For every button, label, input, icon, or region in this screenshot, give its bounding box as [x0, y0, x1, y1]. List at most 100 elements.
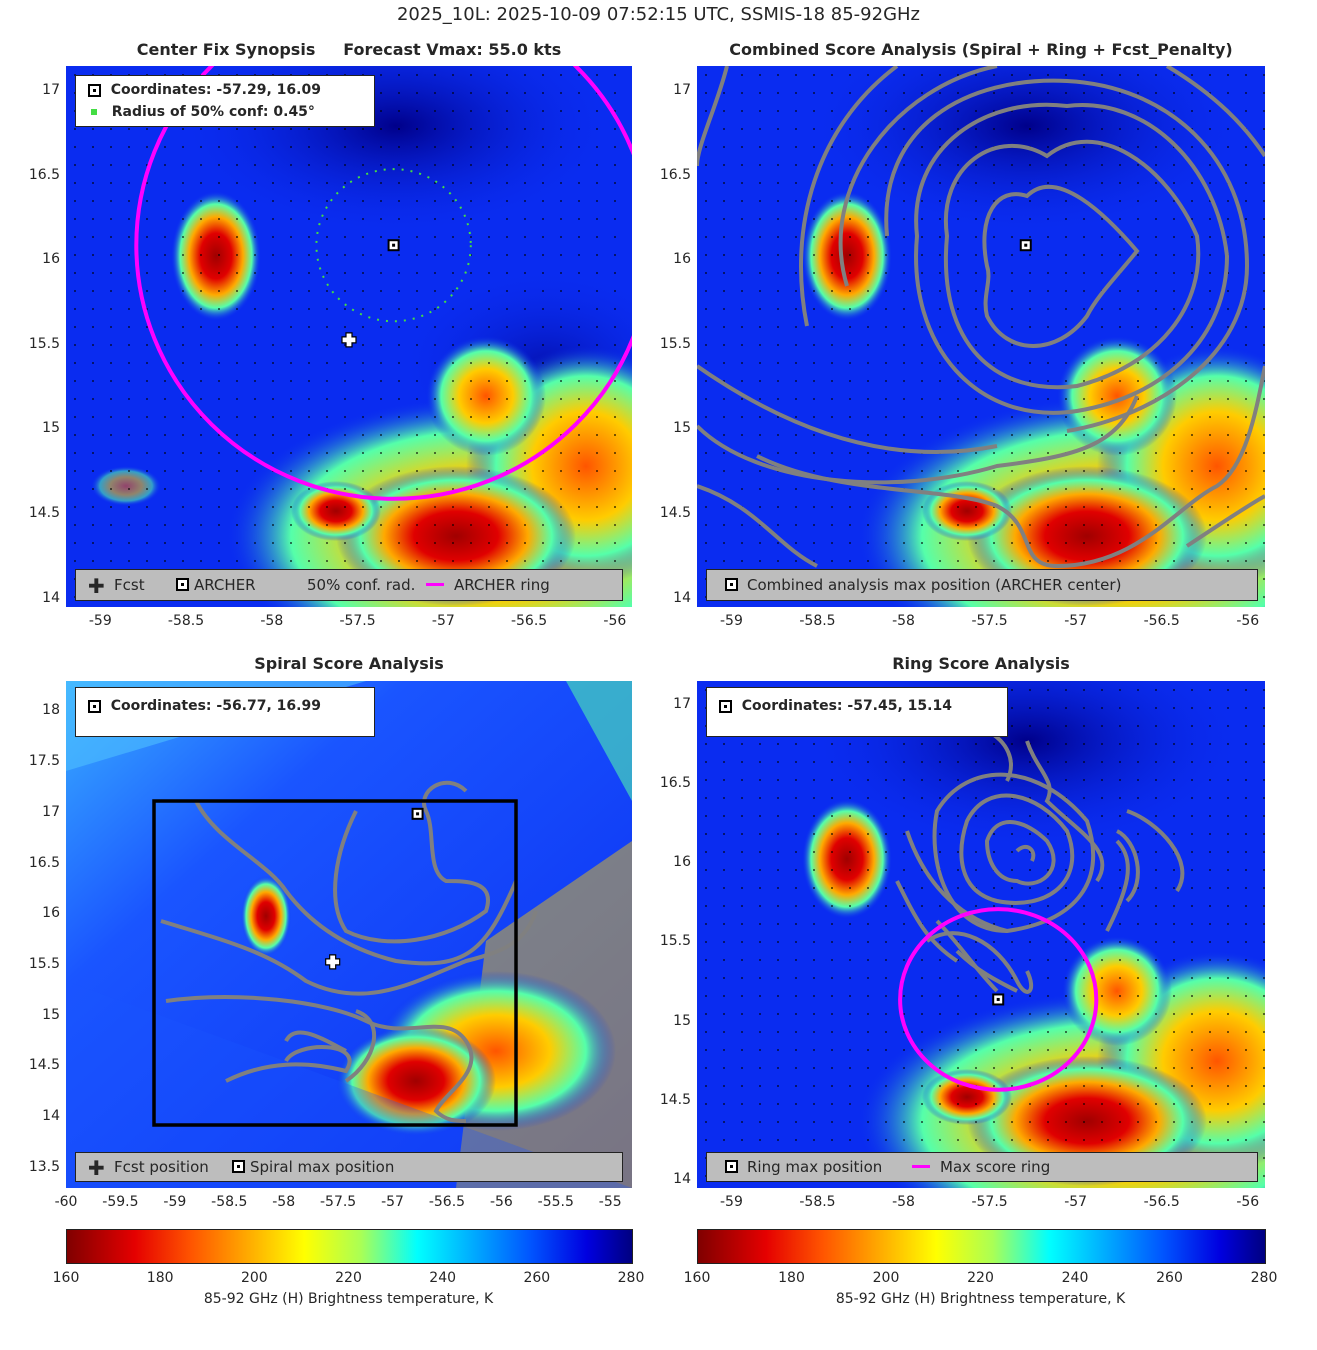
x-tick-label: -56.5 — [1143, 1194, 1180, 1210]
legend: Combined analysis max position (ARCHER c… — [706, 569, 1258, 601]
fcst-cross-icon: ✚ — [88, 574, 105, 598]
x-tick-label: -57 — [1064, 1194, 1088, 1210]
colorbar-tick-label: 220 — [335, 1270, 362, 1286]
archer-marker-icon — [176, 578, 189, 591]
x-tick-label: -56 — [603, 613, 627, 629]
y-tick-label: 16 — [42, 905, 60, 922]
x-tick-label: -56.5 — [510, 613, 548, 629]
coordinates-text: Coordinates: -56.77, 16.99 — [110, 698, 321, 714]
figure-title: 2025_10L: 2025-10-09 07:52:15 UTC, SSMIS… — [396, 4, 921, 25]
y-tick-label: 14.5 — [28, 1057, 60, 1074]
y-tick-label: 16 — [673, 251, 691, 268]
x-tick-label: -58.5 — [799, 613, 836, 629]
conf-radius-circle — [315, 168, 472, 323]
colorbar-tick-label: 240 — [429, 1270, 457, 1286]
x-tick-label: -56 — [489, 1194, 513, 1210]
panel1-title: Center Fix Synopsis Forecast Vmax: 55.0 … — [136, 40, 562, 59]
y-tick-label: 15.5 — [659, 335, 691, 352]
legend-fcst-position: Fcst position — [114, 1158, 209, 1176]
legend-archer-ring: ARCHER ring — [454, 576, 550, 594]
ring-line-icon — [426, 583, 444, 586]
y-tick-label: 17 — [42, 82, 60, 99]
legend: ✚ Fcst ARCHER 50% conf. rad. ARCHER ring — [75, 569, 623, 601]
ring-marker-icon — [725, 1160, 738, 1173]
y-tick-label: 14.5 — [659, 1091, 691, 1108]
y-tick-label: 16.5 — [659, 774, 691, 791]
y-tick-label: 15.5 — [28, 955, 60, 972]
colorbar-tick-label: 200 — [872, 1270, 900, 1286]
panel3-title: Spiral Score Analysis — [254, 654, 444, 673]
info-box: Coordinates: -57.29, 16.09 Radius of 50%… — [75, 75, 375, 127]
x-tick-label: -57 — [431, 613, 455, 629]
x-tick-label: -59 — [719, 613, 743, 629]
x-tick-label: -57 — [381, 1194, 404, 1210]
x-tick-label: -56 — [1236, 1194, 1260, 1210]
y-tick-label: 15 — [42, 420, 60, 437]
x-tick-label: -58.5 — [799, 1194, 836, 1210]
colorbar-tick-label: 160 — [52, 1270, 80, 1286]
legend-ring-max: Ring max position — [747, 1158, 883, 1176]
legend-max-score-ring: Max score ring — [940, 1158, 1051, 1176]
colorbar-right-label: 85-92 GHz (H) Brightness temperature, K — [835, 1291, 1126, 1307]
spiral-marker-icon — [88, 699, 101, 713]
info-box: Coordinates: -56.77, 16.99 — [75, 687, 375, 737]
y-tick-label: 17 — [673, 695, 691, 712]
y-tick-label: 14 — [42, 589, 60, 606]
y-tick-label: 14.5 — [28, 505, 60, 522]
conf-dot-icon — [91, 109, 97, 115]
x-tick-label: -57 — [1064, 613, 1088, 629]
y-tick-label: 15 — [673, 420, 691, 437]
colorbar-tick-label: 280 — [617, 1270, 645, 1286]
analysis-box — [152, 799, 518, 1127]
x-tick-label: -55 — [598, 1194, 622, 1210]
x-tick-label: -59.5 — [102, 1194, 139, 1210]
colorbar-tick-label: 260 — [1156, 1270, 1183, 1286]
x-tick-label: -57.5 — [339, 613, 376, 629]
info-box: Coordinates: -57.45, 15.14 — [706, 687, 1008, 737]
combined-max-marker-dot — [1024, 243, 1028, 247]
y-tick-label: 15 — [673, 1012, 691, 1029]
y-tick-label: 14 — [673, 589, 691, 606]
y-tick-label: 15 — [42, 1006, 60, 1023]
coordinates-text: Coordinates: -57.45, 15.14 — [741, 698, 952, 714]
y-tick-label: 16 — [42, 251, 60, 268]
x-tick-label: -55.5 — [537, 1194, 574, 1210]
y-tick-label: 15.5 — [659, 933, 691, 950]
center-fix-map: Coordinates: -57.29, 16.09 Radius of 50%… — [66, 66, 632, 607]
colorbar-tick-label: 220 — [967, 1270, 994, 1286]
spiral-score-map: Coordinates: -56.77, 16.99 ✚ Fcst positi… — [66, 681, 632, 1188]
legend-fcst: Fcst — [114, 576, 145, 594]
y-tick-label: 13.5 — [28, 1158, 60, 1175]
legend: ✚ Fcst position Spiral max position — [75, 1152, 623, 1182]
ring-max-marker-dot — [996, 997, 1000, 1001]
legend-spiral-max: Spiral max position — [250, 1158, 395, 1176]
spiral-max-marker-dot — [416, 812, 420, 816]
legend: Ring max position Max score ring — [706, 1152, 1258, 1182]
y-tick-label: 16.5 — [28, 166, 60, 183]
x-tick-label: -58.5 — [167, 613, 205, 629]
y-tick-label: 14 — [42, 1108, 60, 1125]
y-tick-label: 17 — [673, 82, 691, 99]
panel2-title: Combined Score Analysis (Spiral + Ring +… — [729, 40, 1233, 59]
archer-marker-icon — [88, 83, 101, 97]
spiral-marker-icon — [232, 1160, 245, 1173]
x-tick-label: -59 — [719, 1194, 743, 1210]
x-tick-label: -58.5 — [211, 1194, 248, 1210]
y-tick-label: 16.5 — [659, 166, 691, 183]
colorbar-tick-label: 180 — [146, 1270, 174, 1286]
max-score-ring — [898, 907, 1099, 1092]
colorbar-tick-label: 240 — [1061, 1270, 1089, 1286]
colorbar-tick-label: 200 — [240, 1270, 268, 1286]
x-tick-label: -58 — [892, 1194, 915, 1210]
colorbar-left — [66, 1229, 633, 1264]
legend-archer: ARCHER — [194, 576, 256, 594]
x-tick-label: -57.5 — [971, 613, 1008, 629]
archer-marker-icon — [725, 578, 738, 591]
x-tick-label: -60 — [54, 1194, 78, 1210]
legend-combined-max: Combined analysis max position (ARCHER c… — [747, 576, 1122, 594]
x-tick-label: -57.5 — [319, 1194, 357, 1210]
archer-ring — [134, 66, 632, 501]
ring-line-icon — [912, 1165, 930, 1168]
y-tick-label: 17.5 — [28, 753, 60, 770]
archer-center-marker-dot — [392, 243, 396, 247]
